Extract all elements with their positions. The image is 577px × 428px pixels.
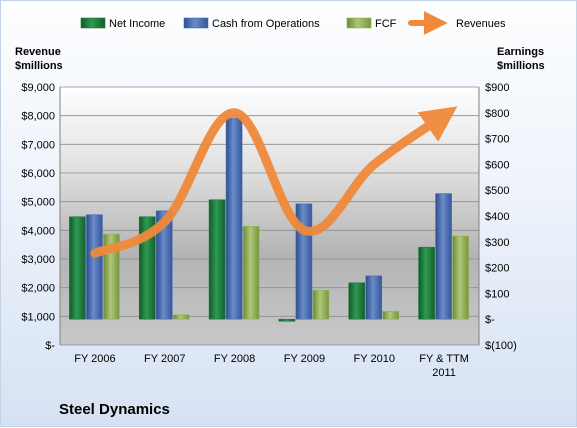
bar-net-income [69, 217, 85, 319]
left-tick-label: $3,000 [21, 254, 55, 266]
left-axis-title: Revenue [15, 46, 61, 58]
bar-cash-from-operations [366, 276, 382, 319]
bar-net-income [349, 283, 365, 319]
left-axis-title: $millions [15, 60, 63, 72]
left-tick-label: $- [45, 340, 55, 352]
legend-label: FCF [375, 18, 397, 30]
axis-titles: Revenue $millions Earnings $millions [15, 46, 545, 72]
chart-title: Steel Dynamics [59, 401, 170, 418]
right-tick-label: $- [485, 314, 495, 326]
legend-item-cash-from-operations: Cash from Operations [184, 18, 320, 30]
right-axis-title: Earnings [497, 46, 544, 58]
x-axis-ticks: FY 2006 FY 2007 FY 2008 FY 2009 FY 2010 FY & … [74, 353, 469, 379]
right-tick-label: $700 [485, 134, 509, 146]
bar-fcf [383, 311, 399, 319]
legend-swatch [81, 18, 105, 28]
x-tick-label: FY 2008 [214, 353, 255, 365]
legend-swatch [347, 18, 371, 28]
bar-cash-from-operations [86, 215, 102, 319]
legend-label: Cash from Operations [212, 18, 320, 30]
bar-fcf [453, 236, 469, 319]
right-tick-label: $100 [485, 288, 509, 300]
plot-area [60, 87, 479, 345]
right-axis-title: $millions [497, 60, 545, 72]
bar-net-income [279, 319, 295, 321]
left-tick-label: $1,000 [21, 311, 55, 323]
right-tick-label: $300 [485, 237, 509, 249]
right-tick-label: $200 [485, 263, 509, 275]
right-tick-label: $500 [485, 185, 509, 197]
bar-fcf [173, 315, 189, 319]
left-tick-label: $5,000 [21, 197, 55, 209]
left-tick-label: $9,000 [21, 82, 55, 94]
x-tick-label: FY 2006 [74, 353, 115, 365]
bar-cash-from-operations [226, 118, 242, 319]
legend-item-revenues: Revenues [411, 18, 506, 30]
left-tick-label: $4,000 [21, 225, 55, 237]
legend-swatch [184, 18, 208, 28]
right-tick-label: $(100) [485, 340, 517, 352]
legend-item-net-income: Net Income [81, 18, 165, 30]
right-tick-label: $800 [485, 108, 509, 120]
bar-net-income [419, 247, 435, 319]
x-tick-label: FY 2007 [144, 353, 185, 365]
legend-label: Revenues [456, 18, 506, 30]
legend-label: Net Income [109, 18, 165, 30]
legend: Net Income Cash from Operations FCF Revenue… [81, 18, 506, 30]
right-tick-label: $900 [485, 82, 509, 94]
legend-item-fcf: FCF [347, 18, 397, 30]
x-tick-label: FY 2009 [284, 353, 325, 365]
right-tick-label: $400 [485, 211, 509, 223]
bar-cash-from-operations [436, 194, 452, 320]
right-tick-label: $600 [485, 159, 509, 171]
left-tick-label: $6,000 [21, 168, 55, 180]
bar-fcf [313, 290, 329, 319]
right-axis-ticks: $(100) $- $100 $200 $300 $400 $500 $600 $700 $800… [485, 82, 517, 352]
left-axis-ticks: $- $1,000 $2,000 $3,000 $4,000 $5,000 $6,000 $7… [21, 82, 55, 352]
left-tick-label: $7,000 [21, 139, 55, 151]
x-tick-label: FY 2010 [354, 353, 395, 365]
bar-net-income [209, 200, 225, 319]
left-tick-label: $2,000 [21, 283, 55, 295]
left-tick-label: $8,000 [21, 111, 55, 123]
bar-fcf [243, 226, 259, 319]
